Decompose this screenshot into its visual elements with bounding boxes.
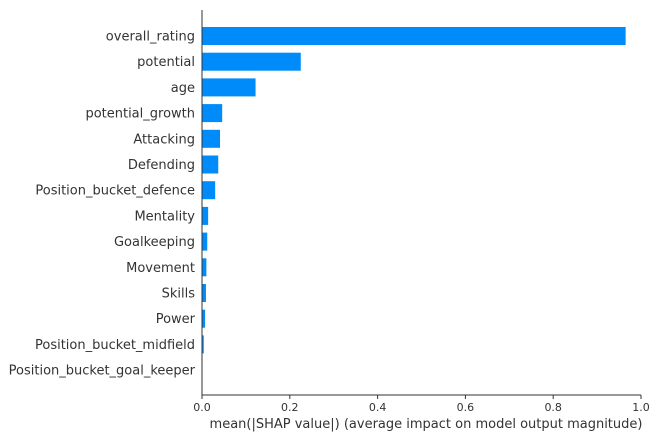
y-tick-label-Attacking: Attacking [133,132,195,147]
y-tick-label-potential: potential [137,55,195,70]
y-tick-label-Position_bucket_midfield: Position_bucket_midfield [35,338,195,353]
bar-age [202,78,256,97]
y-tick-label-Position_bucket_goal_keeper: Position_bucket_goal_keeper [9,364,196,379]
bar-Defending [202,155,219,174]
y-tick-label-Mentality: Mentality [134,209,195,224]
y-tick-label-overall_rating: overall_rating [106,30,195,45]
bar-Position_bucket_defence [202,181,216,200]
bar-Attacking [202,129,220,148]
y-tick-label-Skills: Skills [162,287,196,302]
x-tick-label-5: 1.0 [632,401,650,414]
x-tick-label-2: 0.4 [369,401,387,414]
y-tick-label-Goalkeeping: Goalkeeping [114,235,195,250]
y-tick-label-Power: Power [156,312,196,327]
bar-potential_growth [202,104,223,123]
x-ticks-group: 0.0 0.2 0.4 0.6 0.8 1.0 [193,395,650,414]
y-tick-label-age: age [171,81,195,96]
bar-Movement [202,258,207,277]
bar-Goalkeeping [202,232,208,251]
x-tick-label-1: 0.2 [281,401,299,414]
x-axis-label: mean(|SHAP value|) (average impact on mo… [210,417,643,432]
y-tick-labels: overall_rating potential age potential_grow… [9,30,196,379]
bar-overall_rating [202,27,626,45]
bar-Mentality [202,206,209,225]
y-tick-label-potential_growth: potential_growth [85,107,195,122]
bar-Skills [202,284,206,302]
x-tick-label-0: 0.0 [193,401,211,414]
y-tick-label-Defending: Defending [128,158,195,173]
x-tick-label-4: 0.8 [544,401,562,414]
bar-potential [202,52,301,71]
y-tick-label-Movement: Movement [126,261,195,276]
bars-group [202,27,626,354]
bar-Power [202,309,206,328]
x-tick-label-3: 0.6 [457,401,475,414]
y-tick-label-Position_bucket_defence: Position_bucket_defence [35,184,195,199]
bar-Position_bucket_midfield [202,335,204,354]
